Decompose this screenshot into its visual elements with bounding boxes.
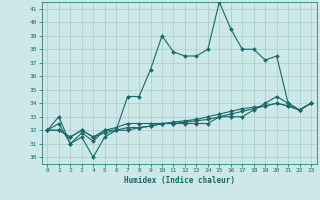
X-axis label: Humidex (Indice chaleur): Humidex (Indice chaleur)	[124, 176, 235, 185]
